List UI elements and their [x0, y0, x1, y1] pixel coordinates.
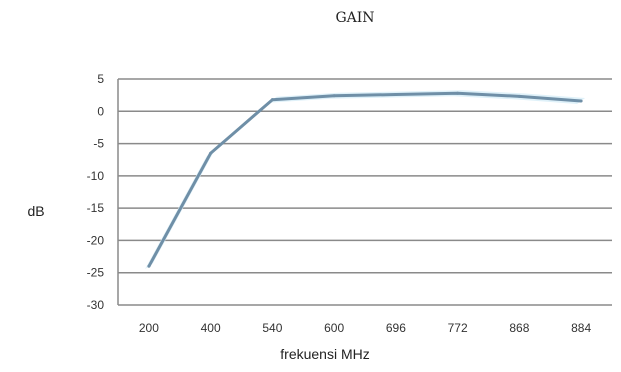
- y-tick-label: -25: [87, 266, 105, 280]
- y-tick-label: 0: [97, 104, 104, 118]
- data-point: [517, 94, 521, 98]
- y-tick-label: -15: [87, 201, 105, 215]
- series-shadow-band: [144, 90, 586, 270]
- data-point: [147, 264, 151, 268]
- data-point: [332, 94, 336, 98]
- x-tick-label: 772: [448, 321, 468, 335]
- x-tick-label: 400: [201, 321, 221, 335]
- data-point: [270, 98, 274, 102]
- y-tick-label: -20: [87, 233, 105, 247]
- y-tick-label: -10: [87, 169, 105, 183]
- series-line: [147, 91, 582, 268]
- y-tick-labels: 5 0 -5 -10 -15 -20 -25 -30: [87, 72, 105, 312]
- y-tick-label: -30: [87, 298, 105, 312]
- series-line-layer: [147, 91, 583, 268]
- x-tick-label: 868: [509, 321, 529, 335]
- data-point: [209, 151, 213, 155]
- y-tick-label: -5: [93, 137, 104, 151]
- grid-layer: [117, 78, 612, 306]
- x-tick-labels: 200 400 540 600 696 772 868 884: [139, 321, 592, 335]
- y-tick-label: 5: [97, 72, 104, 86]
- data-point: [456, 91, 460, 95]
- y-axis-label: dB: [27, 203, 44, 219]
- chart-title: GAIN: [335, 10, 374, 26]
- x-tick-label: 600: [324, 321, 344, 335]
- x-tick-label: 696: [386, 321, 406, 335]
- series-band-layer: [144, 90, 586, 270]
- x-tick-label: 200: [139, 321, 159, 335]
- x-axis-label: frekuensi MHz: [280, 346, 369, 362]
- x-tick-label: 884: [571, 321, 591, 335]
- x-tick-label: 540: [262, 321, 282, 335]
- data-point: [394, 92, 398, 96]
- data-point: [579, 99, 583, 103]
